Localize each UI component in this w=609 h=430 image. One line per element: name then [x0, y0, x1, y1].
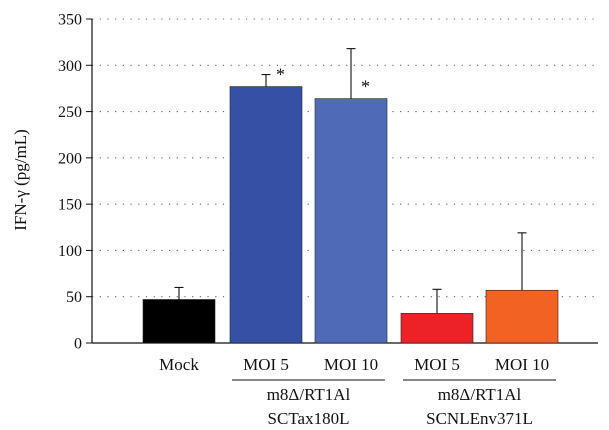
category-label: Mock: [159, 355, 199, 374]
y-tick-label: 150: [58, 197, 82, 214]
category-label: MOI 10: [495, 355, 549, 374]
group-label-line1: m8Δ/RT1Al: [267, 385, 351, 404]
significance-marker: *: [276, 65, 285, 85]
y-tick-label: 200: [58, 150, 82, 167]
bar: [142, 299, 216, 344]
bar: [485, 289, 559, 344]
group-label-line2: SCNLEnv371L: [426, 409, 533, 428]
y-tick-label: 350: [58, 12, 82, 29]
bar: [400, 313, 474, 344]
y-tick-label: 50: [66, 289, 82, 306]
bar: [229, 86, 303, 344]
y-axis-label: IFN-γ (pg/mL): [11, 129, 30, 230]
y-tick-label: 0: [74, 336, 82, 353]
bars: [142, 48, 559, 344]
y-tick-label: 250: [58, 104, 82, 121]
category-label: MOI 5: [414, 355, 460, 374]
group-label-line1: m8Δ/RT1Al: [438, 385, 522, 404]
y-tick-label: 100: [58, 243, 82, 260]
y-tick-label: 300: [58, 58, 82, 75]
significance-marker: *: [361, 77, 370, 97]
bar: [314, 98, 388, 344]
category-label: MOI 10: [324, 355, 378, 374]
category-label: MOI 5: [243, 355, 289, 374]
group-label-line2: SCTax180L: [268, 409, 350, 428]
labels: 0 50 100 150 200 250 300 350 Mock * MOI 5 * MOI 10 MO…: [58, 12, 556, 428]
